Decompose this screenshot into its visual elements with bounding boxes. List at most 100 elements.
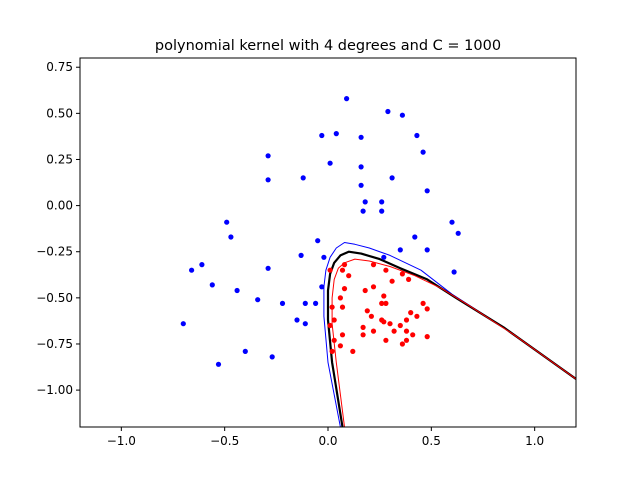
point-series1-20 (331, 317, 337, 323)
point-series0-13 (389, 175, 395, 181)
point-series1-43 (337, 343, 343, 349)
point-series0-23 (455, 230, 461, 236)
point-series0-7 (420, 149, 426, 155)
point-series1-37 (410, 332, 416, 338)
point-series0-1 (385, 108, 391, 115)
point-series0-9 (327, 160, 333, 166)
y-tick-label: −0.25 (36, 245, 73, 259)
point-series0-22 (228, 234, 234, 240)
boundary-line-0 (323, 242, 576, 427)
point-series1-45 (350, 348, 356, 354)
point-series1-0 (341, 262, 348, 268)
point-series0-47 (215, 361, 222, 367)
point-series1-8 (406, 276, 412, 282)
point-series1-23 (414, 313, 420, 319)
y-tick-label: −1.00 (36, 383, 73, 397)
point-series0-15 (424, 188, 430, 194)
point-series0-43 (302, 321, 308, 327)
point-series1-1 (370, 262, 377, 268)
point-series1-7 (389, 278, 395, 284)
point-series1-3 (339, 267, 346, 273)
point-series0-39 (279, 300, 286, 306)
point-series1-39 (331, 337, 337, 343)
point-series1-38 (424, 334, 430, 340)
point-series1-30 (360, 324, 366, 330)
point-series0-4 (333, 131, 339, 137)
point-series0-17 (379, 199, 385, 205)
point-series1-15 (339, 304, 346, 310)
chart-title: polynomial kernel with 4 degrees and C =… (155, 38, 501, 54)
point-series1-4 (346, 273, 352, 279)
y-tick-label: 0.00 (46, 199, 73, 213)
point-series0-21 (449, 219, 455, 225)
point-series0-5 (358, 134, 364, 140)
point-series1-32 (370, 328, 377, 334)
point-series1-19 (424, 306, 430, 312)
point-series0-11 (265, 177, 271, 183)
y-tick-label: −0.75 (36, 337, 73, 351)
point-series0-0 (344, 96, 350, 102)
plot-marks (180, 96, 576, 427)
point-series0-28 (298, 252, 304, 258)
point-series0-36 (234, 287, 240, 294)
point-series0-29 (381, 254, 387, 260)
y-tick-label: 0.25 (46, 152, 73, 166)
point-series0-20 (224, 219, 230, 225)
point-series0-44 (180, 321, 186, 327)
point-series1-13 (337, 295, 343, 301)
point-series1-16 (379, 300, 385, 306)
point-series1-44 (329, 348, 335, 354)
point-series1-6 (399, 271, 405, 277)
point-series0-41 (313, 300, 319, 306)
point-series0-30 (321, 254, 327, 260)
point-series1-9 (370, 284, 377, 290)
point-series0-27 (424, 247, 430, 253)
point-series1-42 (399, 341, 405, 347)
point-series0-12 (300, 175, 306, 181)
point-series0-2 (399, 112, 405, 118)
x-tick-label: 1.0 (525, 434, 544, 448)
point-series1-34 (391, 328, 397, 334)
point-series1-2 (383, 267, 389, 273)
point-series0-46 (269, 354, 275, 360)
point-series1-11 (341, 286, 348, 292)
point-series0-32 (189, 267, 195, 273)
point-series0-10 (358, 164, 364, 170)
boundary-line-2 (331, 258, 576, 427)
y-tick-label: −0.50 (36, 291, 73, 305)
point-series0-40 (302, 300, 308, 306)
point-series0-16 (362, 199, 368, 205)
point-series0-31 (199, 262, 205, 268)
point-series0-18 (379, 208, 385, 214)
point-series1-18 (420, 300, 426, 306)
x-tick-label: 0.5 (422, 434, 441, 448)
point-series1-5 (327, 267, 333, 273)
point-series0-24 (315, 238, 321, 244)
point-series0-37 (319, 284, 325, 290)
point-series1-26 (403, 317, 410, 323)
point-series1-22 (408, 310, 414, 316)
y-axis: 0.75 0.50 0.25 0.00 −0.25 −0.50 −0.75 −1.00 (36, 60, 80, 397)
y-tick-label: 0.50 (46, 106, 73, 120)
point-series0-6 (414, 132, 420, 139)
point-series1-21 (364, 308, 370, 314)
point-series0-14 (358, 182, 364, 188)
point-series1-27 (381, 319, 387, 325)
point-series1-31 (397, 322, 403, 329)
point-series1-40 (383, 337, 389, 343)
y-tick-label: 0.75 (46, 60, 73, 74)
point-series1-33 (403, 328, 410, 334)
point-series0-19 (360, 208, 366, 214)
point-series0-45 (242, 348, 248, 354)
point-series1-10 (362, 287, 368, 294)
point-series0-42 (294, 317, 300, 323)
point-series1-24 (368, 313, 374, 319)
point-series0-34 (451, 269, 457, 275)
point-series0-35 (209, 282, 215, 288)
point-series1-12 (381, 293, 387, 299)
point-series1-36 (339, 332, 346, 338)
x-tick-label: 0.0 (318, 434, 337, 448)
point-series1-35 (360, 332, 366, 338)
x-axis: −1.0 −0.5 0.0 0.5 1.0 (107, 427, 544, 448)
